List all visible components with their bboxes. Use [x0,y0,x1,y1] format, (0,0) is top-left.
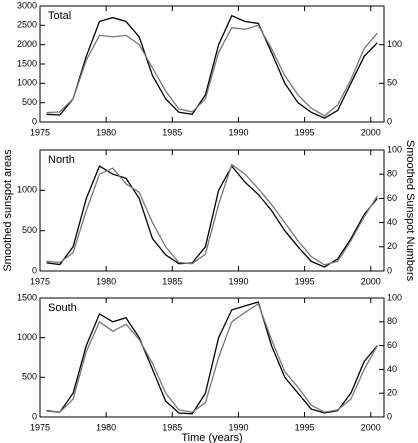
x-tick-label: 1985 [162,127,182,137]
y2-tick-label: 0 [387,116,392,126]
y-tick-label: 500 [22,372,37,382]
x-tick-label: 1995 [295,422,315,432]
x-tick-label: 1975 [30,127,50,137]
data-line [46,164,378,268]
y2-tick-label: 100 [387,144,402,154]
y2-tick-label: 100 [387,292,402,302]
y2-tick-label: 100 [387,39,402,49]
y-tick-label: 1500 [17,58,37,68]
plot-frame [39,5,385,123]
y-tick-label: 3000 [17,0,37,10]
y-tick-label: 2000 [17,39,37,49]
x-axis-label: Time (years) [181,432,242,443]
x-tick-label: 1985 [162,422,182,432]
y-tick-label: 1500 [17,292,37,302]
x-tick-label: 1975 [30,276,50,286]
y2-tick-label: 80 [387,316,397,326]
y2-axis-label: Smoothed Sunspot Numbers [404,140,416,282]
y2-tick-label: 0 [387,265,392,275]
y-tick-label: 0 [32,116,37,126]
data-line [46,302,378,413]
panel-label: North [48,154,75,166]
y-tick-label: 500 [22,97,37,107]
data-line [46,24,378,117]
x-tick-label: 1980 [96,276,116,286]
y2-tick-label: 60 [387,340,397,350]
x-tick-label: 1995 [295,127,315,137]
x-tick-label: 1980 [96,422,116,432]
y-tick-label: 1000 [17,332,37,342]
y-tick-label: 1000 [17,185,37,195]
y-tick-label: 0 [32,411,37,421]
y2-tick-label: 20 [387,241,397,251]
data-line [46,163,378,266]
y2-tick-label: 60 [387,193,397,203]
x-tick-label: 2000 [361,422,381,432]
y2-tick-label: 40 [387,217,397,227]
panel-label: South [48,302,77,314]
x-tick-label: 1990 [228,276,248,286]
x-tick-label: 1990 [228,127,248,137]
x-tick-label: 2000 [361,276,381,286]
x-tick-label: 1995 [295,276,315,286]
data-line [46,301,378,415]
y-tick-label: 1000 [17,78,37,88]
y2-tick-label: 80 [387,169,397,179]
y2-tick-label: 50 [387,78,397,88]
x-tick-label: 1990 [228,422,248,432]
x-tick-label: 1985 [162,276,182,286]
x-tick-label: 1980 [96,127,116,137]
y-tick-label: 2500 [17,20,37,30]
panel-label: Total [48,10,71,22]
plot-frame [39,149,385,272]
y-tick-label: 500 [22,225,37,235]
data-line [46,14,378,119]
y2-tick-label: 20 [387,388,397,398]
y-axis-label: Smoothed sunspot areas [2,149,14,272]
plot-frame [39,297,385,418]
y2-tick-label: 0 [387,411,392,421]
y2-tick-label: 40 [387,364,397,374]
y-tick-label: 0 [32,265,37,275]
x-tick-label: 2000 [361,127,381,137]
x-tick-label: 1975 [30,422,50,432]
